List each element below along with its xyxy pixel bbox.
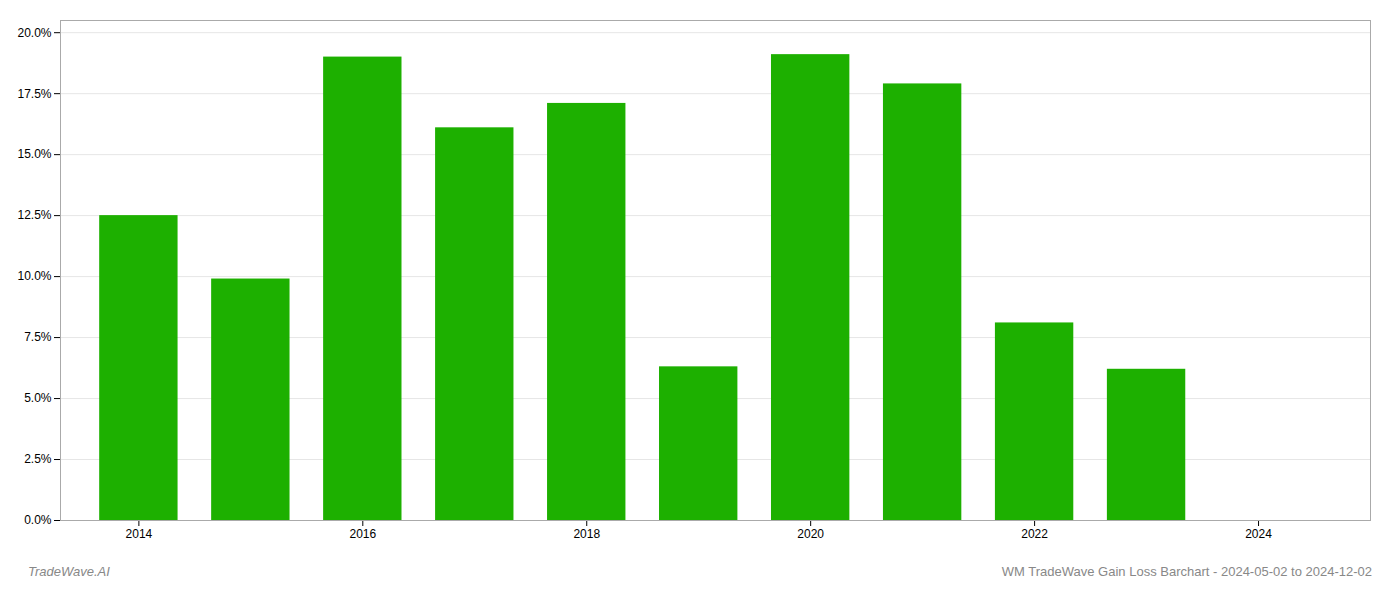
svg-text:10.0%: 10.0% xyxy=(17,269,51,283)
svg-text:5.0%: 5.0% xyxy=(24,391,52,405)
svg-text:15.0%: 15.0% xyxy=(17,147,51,161)
html-text:TradeWave.AI: TradeWave.AI xyxy=(28,564,110,579)
svg-text:12.5%: 12.5% xyxy=(17,208,51,222)
svg-text:20.0%: 20.0% xyxy=(17,26,51,40)
svg-text:17.5%: 17.5% xyxy=(17,87,51,101)
svg-text:7.5%: 7.5% xyxy=(24,330,52,344)
svg-text:2024: 2024 xyxy=(1245,527,1272,541)
svg-text:2016: 2016 xyxy=(349,527,376,541)
svg-text:2022: 2022 xyxy=(1021,527,1048,541)
svg-text:2018: 2018 xyxy=(573,527,600,541)
svg-text:2014: 2014 xyxy=(126,527,153,541)
svg-text:2020: 2020 xyxy=(797,527,824,541)
svg-text:0.0%: 0.0% xyxy=(24,513,52,527)
html-text:WM TradeWave Gain Loss Barchar: WM TradeWave Gain Loss Barchart - 2024-0… xyxy=(1001,564,1372,579)
svg-text:2.5%: 2.5% xyxy=(24,452,52,466)
